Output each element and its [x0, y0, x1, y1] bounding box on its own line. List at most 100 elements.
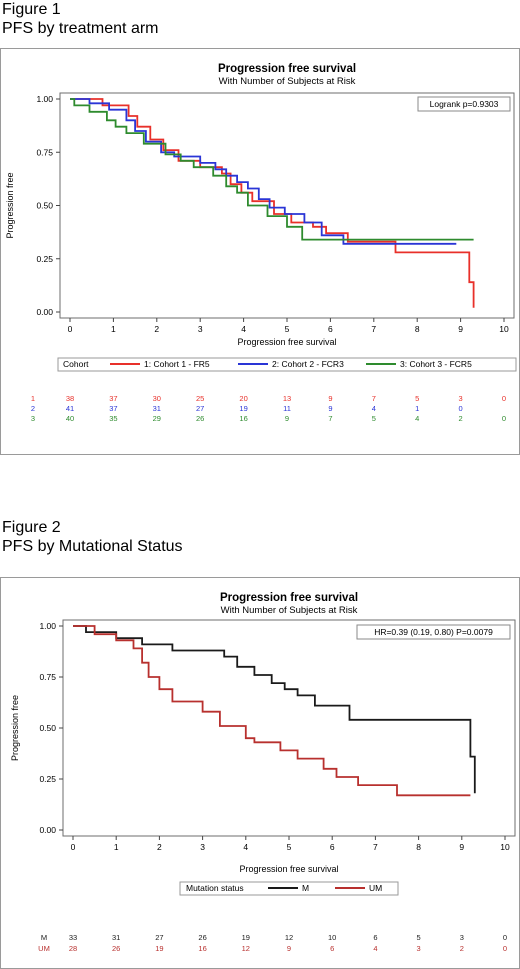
risk-count: 27	[196, 404, 204, 413]
x-tick-label: 7	[373, 842, 378, 852]
risk-count: 35	[109, 414, 117, 423]
y-tick-label: 0.25	[39, 774, 56, 784]
legend-entry-2: UM	[369, 883, 382, 893]
risk-count: 0	[502, 394, 506, 403]
x-axis-label: Progression free survival	[237, 337, 336, 347]
risk-count: 3	[417, 944, 421, 953]
chart-title: Progression free survival	[218, 63, 356, 75]
figure-2-caption: Figure 2 PFS by Mutational Status	[2, 518, 183, 556]
legend-title: Cohort	[63, 359, 89, 369]
risk-count: 9	[287, 944, 291, 953]
risk-count: 4	[373, 944, 377, 953]
legend-box	[57, 357, 517, 372]
x-tick-label: 2	[154, 324, 159, 334]
risk-count: 0	[503, 933, 507, 942]
risk-count: 25	[196, 394, 204, 403]
risk-row-label-2: UM	[38, 944, 50, 953]
risk-count: 29	[153, 414, 161, 423]
x-tick-label: 10	[500, 842, 510, 852]
x-tick-label: 6	[330, 842, 335, 852]
x-tick-label: 8	[416, 842, 421, 852]
annotation-box	[417, 96, 511, 112]
x-tick-label: 0	[71, 842, 76, 852]
x-tick-label: 4	[243, 842, 248, 852]
risk-count: 33	[69, 933, 77, 942]
risk-count: 3	[460, 933, 464, 942]
risk-count: 28	[69, 944, 77, 953]
risk-count: 12	[242, 944, 250, 953]
figure-2-panel	[0, 577, 520, 969]
risk-row-label-2: 2	[31, 404, 35, 413]
y-tick-label: 1.00	[39, 621, 56, 631]
x-tick-label: 8	[415, 324, 420, 334]
risk-count: 31	[112, 933, 120, 942]
risk-count: 13	[283, 394, 291, 403]
risk-count: 5	[415, 394, 419, 403]
figure-1-description: PFS by treatment arm	[2, 20, 159, 37]
x-tick-label: 9	[458, 324, 463, 334]
figure-2-description: PFS by Mutational Status	[2, 538, 183, 555]
x-tick-label: 5	[287, 842, 292, 852]
risk-count: 11	[283, 404, 291, 413]
x-tick-label: 4	[241, 324, 246, 334]
series-line-2	[73, 625, 471, 797]
risk-count: 26	[112, 944, 120, 953]
y-tick-label: 0.25	[36, 254, 53, 264]
risk-count: 2	[460, 944, 464, 953]
risk-count: 19	[239, 404, 247, 413]
risk-count: 31	[153, 404, 161, 413]
legend-entry-1: 1: Cohort 1 - FR5	[144, 359, 210, 369]
x-tick-label: 3	[198, 324, 203, 334]
series-line-2	[70, 98, 457, 245]
risk-count: 38	[66, 394, 74, 403]
x-tick-label: 2	[157, 842, 162, 852]
risk-count: 0	[503, 944, 507, 953]
risk-count: 16	[198, 944, 206, 953]
y-tick-label: 1.00	[36, 94, 53, 104]
risk-count: 19	[155, 944, 163, 953]
series-line-1	[73, 625, 476, 794]
risk-count: 27	[155, 933, 163, 942]
x-tick-label: 1	[111, 324, 116, 334]
risk-count: 4	[372, 404, 376, 413]
x-tick-label: 1	[114, 842, 119, 852]
chart-subtitle: With Number of Subjects at Risk	[221, 605, 358, 616]
figure-2-label: Figure 2	[2, 519, 61, 536]
risk-count: 1	[415, 404, 419, 413]
legend-entry-1: M	[302, 883, 309, 893]
risk-row-label-1: 1	[31, 394, 35, 403]
risk-count: 5	[417, 933, 421, 942]
x-tick-label: 9	[459, 842, 464, 852]
risk-count: 26	[198, 933, 206, 942]
chart-title: Progression free survival	[220, 592, 358, 604]
x-tick-label: 3	[200, 842, 205, 852]
annotation-text: Logrank p=0.9303	[430, 99, 499, 109]
risk-count: 3	[459, 394, 463, 403]
risk-row-label-3: 3	[31, 414, 35, 423]
risk-count: 37	[109, 404, 117, 413]
y-tick-label: 0.00	[36, 307, 53, 317]
risk-count: 41	[66, 404, 74, 413]
x-tick-label: 5	[285, 324, 290, 334]
plot-area	[62, 619, 516, 837]
risk-count: 9	[285, 414, 289, 423]
y-tick-label: 0.00	[39, 825, 56, 835]
annotation-box	[356, 624, 511, 640]
x-axis-label: Progression free survival	[239, 864, 338, 874]
risk-count: 10	[328, 933, 336, 942]
x-tick-label: 6	[328, 324, 333, 334]
x-tick-label: 7	[371, 324, 376, 334]
x-tick-label: 10	[499, 324, 509, 334]
risk-count: 6	[330, 944, 334, 953]
figure-1-caption: Figure 1 PFS by treatment arm	[2, 0, 159, 38]
risk-count: 37	[109, 394, 117, 403]
risk-count: 20	[239, 394, 247, 403]
risk-count: 2	[459, 414, 463, 423]
figure-1-label: Figure 1	[2, 1, 61, 18]
risk-count: 4	[415, 414, 419, 423]
y-tick-label: 0.75	[36, 147, 53, 157]
risk-count: 30	[153, 394, 161, 403]
legend-entry-2: 2: Cohort 2 - FCR3	[272, 359, 344, 369]
